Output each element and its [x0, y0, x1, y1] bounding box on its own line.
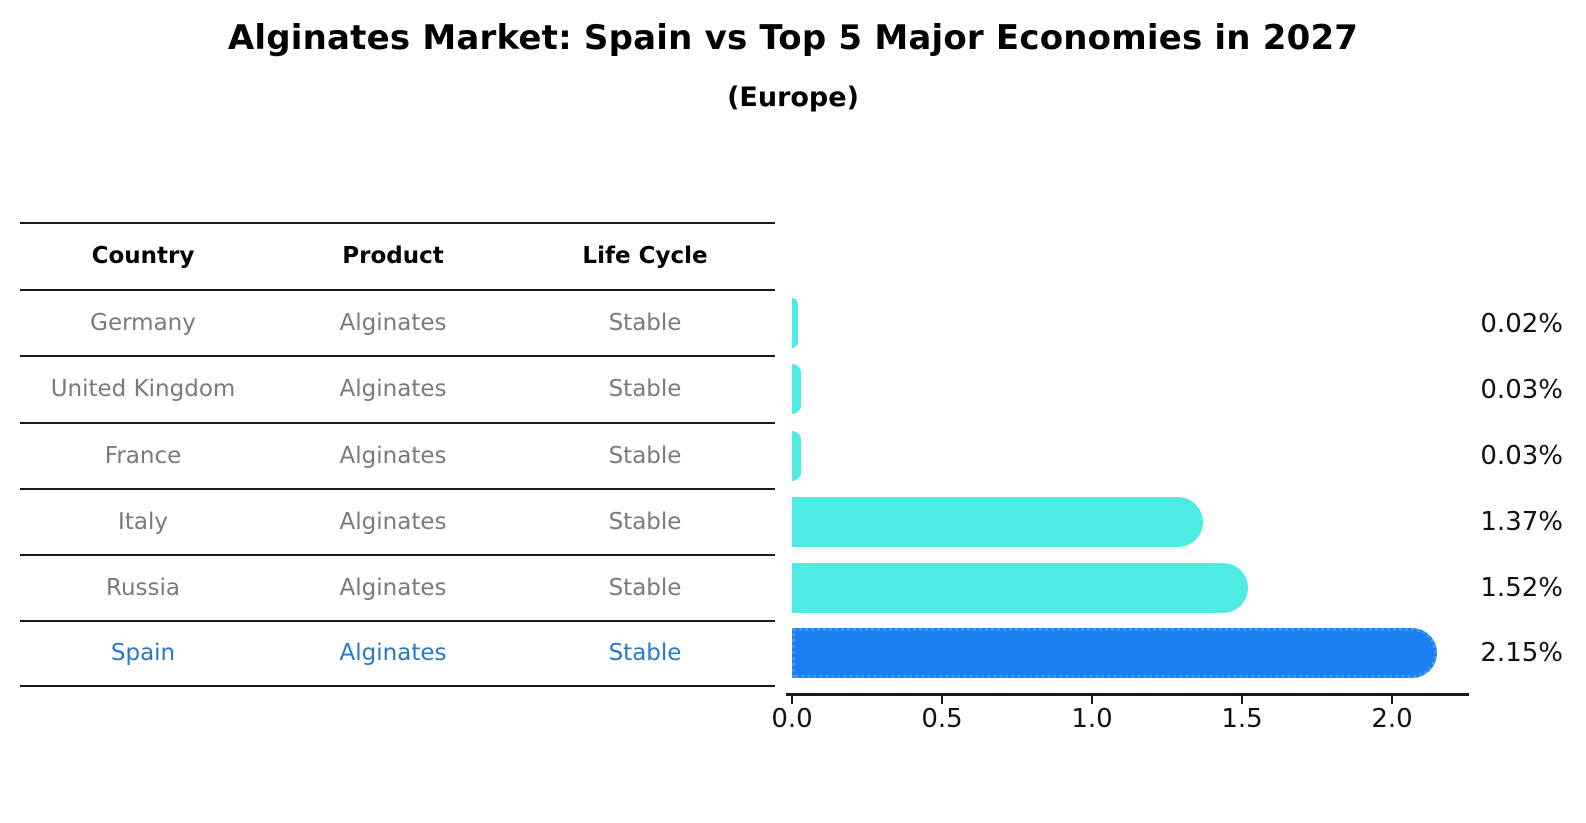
- table-cell-life-cycle: Stable: [608, 443, 682, 469]
- x-tick-label: 2.0: [1371, 704, 1413, 734]
- x-tick-label: 1.5: [1221, 704, 1263, 734]
- bar-france: [792, 431, 801, 481]
- bar-spain-highlight: [792, 628, 1437, 678]
- table-cell-life-cycle: Stable: [608, 376, 682, 402]
- table-line: [20, 222, 775, 224]
- x-tick-mark: [1391, 694, 1393, 704]
- table-cell-life-cycle: Stable: [608, 575, 682, 601]
- value-label: 0.02%: [1480, 309, 1563, 339]
- table-cell-country: France: [104, 443, 182, 469]
- bar-united-kingdom: [792, 364, 801, 414]
- column-header-product: Product: [342, 243, 444, 269]
- table-line: [20, 289, 775, 291]
- value-label: 1.52%: [1480, 573, 1563, 603]
- table-cell-country: Germany: [90, 310, 196, 336]
- table-cell-life-cycle-highlight: Stable: [608, 640, 682, 666]
- table-cell-country: Russia: [106, 575, 180, 601]
- column-header-life-cycle: Life Cycle: [582, 243, 708, 269]
- bar-italy: [792, 497, 1203, 547]
- table-cell-product: Alginates: [339, 575, 447, 601]
- x-tick-mark: [1241, 694, 1243, 704]
- bar-russia: [792, 563, 1248, 613]
- bar-germany: [792, 298, 798, 348]
- chart-title: Alginates Market: Spain vs Top 5 Major E…: [227, 18, 1359, 58]
- chart-subtitle: (Europe): [727, 82, 859, 113]
- value-label: 0.03%: [1480, 375, 1563, 405]
- x-tick-label: 0.5: [921, 704, 963, 734]
- table-cell-life-cycle: Stable: [608, 310, 682, 336]
- table-line: [20, 620, 775, 622]
- value-label: 1.37%: [1480, 507, 1563, 537]
- table-cell-country: Italy: [118, 509, 168, 535]
- table-cell-product: Alginates: [339, 376, 447, 402]
- table-cell-country: United Kingdom: [50, 376, 236, 402]
- table-cell-product: Alginates: [339, 443, 447, 469]
- table-cell-product: Alginates: [339, 509, 447, 535]
- table-cell-product-highlight: Alginates: [339, 640, 447, 666]
- value-label: 2.15%: [1480, 638, 1563, 668]
- x-tick-label: 0.0: [771, 704, 813, 734]
- table-cell-country-highlight: Spain: [110, 640, 176, 666]
- x-axis-line: [786, 693, 1469, 696]
- x-tick-mark: [941, 694, 943, 704]
- table-line: [20, 422, 775, 424]
- table-line: [20, 554, 775, 556]
- x-tick-label: 1.0: [1071, 704, 1113, 734]
- column-header-country: Country: [91, 243, 195, 269]
- x-tick-mark: [1091, 694, 1093, 704]
- table-cell-life-cycle: Stable: [608, 509, 682, 535]
- table-line: [20, 355, 775, 357]
- table-line: [20, 488, 775, 490]
- table-cell-product: Alginates: [339, 310, 447, 336]
- value-label: 0.03%: [1480, 441, 1563, 471]
- x-tick-mark: [791, 694, 793, 704]
- table-line: [20, 685, 775, 687]
